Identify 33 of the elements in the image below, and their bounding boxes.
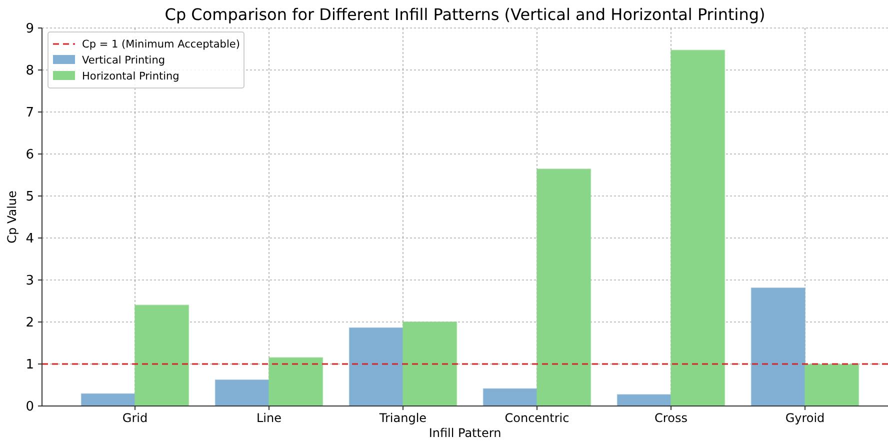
y-tick-label: 6 bbox=[26, 148, 34, 163]
x-axis-title: Infill Pattern bbox=[428, 426, 502, 440]
bar bbox=[402, 322, 458, 406]
x-tick-label: Concentric bbox=[504, 411, 570, 425]
y-tick-label: 8 bbox=[26, 64, 34, 79]
y-tick-label: 4 bbox=[26, 232, 34, 247]
x-tick-label: Line bbox=[256, 411, 282, 425]
bar bbox=[482, 388, 538, 406]
y-tick-label: 9 bbox=[26, 22, 34, 37]
x-tick-label: Cross bbox=[654, 411, 688, 425]
bar bbox=[348, 327, 404, 406]
x-tick-label: Triangle bbox=[378, 411, 427, 425]
bar bbox=[268, 357, 324, 406]
y-tick-label: 3 bbox=[26, 274, 34, 289]
bar bbox=[536, 168, 592, 406]
y-tick-label: 2 bbox=[26, 316, 34, 331]
legend-label: Horizontal Printing bbox=[82, 70, 180, 83]
legend-label: Vertical Printing bbox=[82, 54, 166, 67]
chart-title: Cp Comparison for Different Infill Patterns (Vertical and Horizontal Printing) bbox=[164, 5, 766, 24]
x-tick-label: Grid bbox=[122, 411, 148, 425]
legend-label: Cp = 1 (Minimum Acceptable) bbox=[82, 38, 240, 51]
y-tick-label: 1 bbox=[26, 358, 34, 373]
bar bbox=[616, 394, 672, 406]
y-tick-label: 5 bbox=[26, 190, 34, 205]
y-axis-title: Cp Value bbox=[5, 190, 19, 244]
y-tick-label: 7 bbox=[26, 106, 34, 121]
bar bbox=[670, 50, 726, 406]
x-tick-label: Gyroid bbox=[785, 411, 825, 425]
bar bbox=[804, 364, 860, 406]
bar bbox=[134, 304, 190, 406]
y-tick-label: 0 bbox=[26, 400, 34, 415]
bar bbox=[214, 379, 270, 406]
bar bbox=[750, 287, 806, 406]
